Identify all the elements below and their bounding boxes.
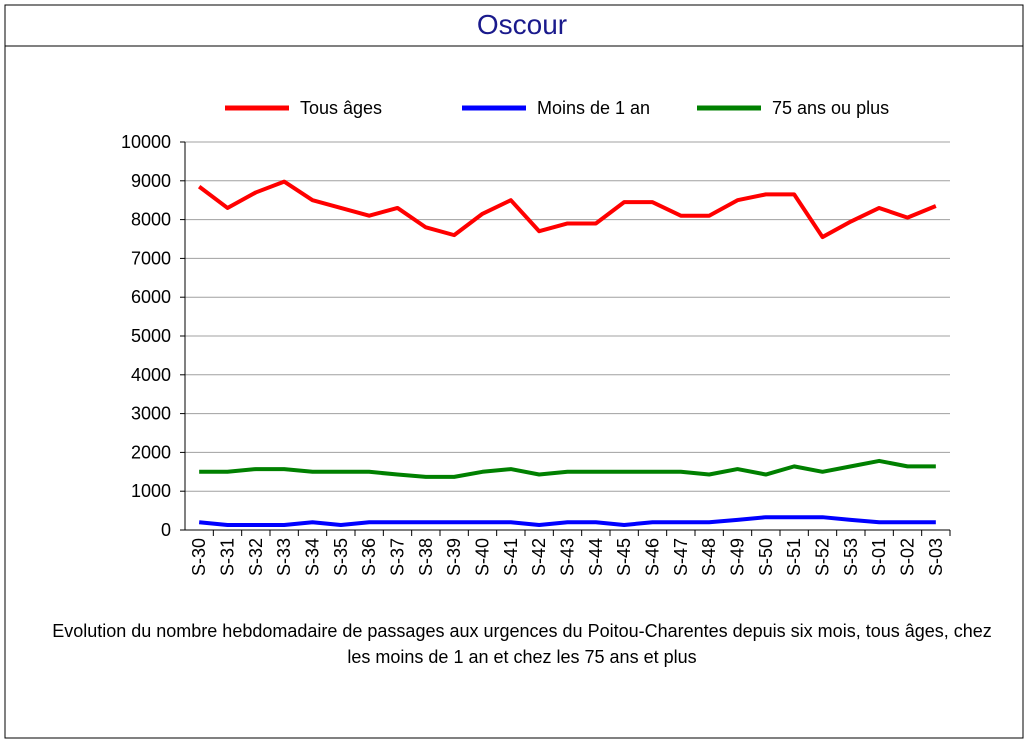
x-tick-label: S-42 xyxy=(529,538,549,576)
x-tick-label: S-51 xyxy=(784,538,804,576)
x-tick-label: S-41 xyxy=(501,538,521,576)
x-tick-label: S-02 xyxy=(898,538,918,576)
y-tick-label: 0 xyxy=(161,520,171,540)
y-tick-label: 1000 xyxy=(131,481,171,501)
x-tick-label: S-45 xyxy=(614,538,634,576)
chart-title: Oscour xyxy=(477,9,567,40)
caption: Evolution du nombre hebdomadaire de pass… xyxy=(52,621,992,667)
x-tick-label: S-48 xyxy=(699,538,719,576)
x-tick-label: S-53 xyxy=(841,538,861,576)
y-tick-label: 8000 xyxy=(131,210,171,230)
x-tick-label: S-39 xyxy=(444,538,464,576)
x-tick-label: S-52 xyxy=(813,538,833,576)
x-tick-label: S-33 xyxy=(274,538,294,576)
y-tick-label: 10000 xyxy=(121,132,171,152)
y-tick-label: 2000 xyxy=(131,442,171,462)
x-tick-label: S-44 xyxy=(586,538,606,576)
frame xyxy=(4,4,1024,739)
x-tick-label: S-36 xyxy=(359,538,379,576)
legend-label: 75 ans ou plus xyxy=(772,98,889,118)
x-tick-label: S-01 xyxy=(869,538,889,576)
y-tick-label: 9000 xyxy=(131,171,171,191)
x-tick-label: S-47 xyxy=(671,538,691,576)
x-tick-label: S-43 xyxy=(558,538,578,576)
x-tick-label: S-40 xyxy=(473,538,493,576)
y-tick-label: 7000 xyxy=(131,248,171,268)
y-tick-label: 5000 xyxy=(131,326,171,346)
x-tick-label: S-03 xyxy=(926,538,946,576)
y-tick-label: 6000 xyxy=(131,287,171,307)
legend-label: Tous âges xyxy=(300,98,382,118)
x-tick-label: S-32 xyxy=(246,538,266,576)
x-tick-label: S-34 xyxy=(303,538,323,576)
x-tick-label: S-50 xyxy=(756,538,776,576)
y-tick-label: 4000 xyxy=(131,365,171,385)
series-line xyxy=(197,179,937,240)
x-tick-label: S-49 xyxy=(728,538,748,576)
x-tick-label: S-46 xyxy=(643,538,663,576)
series-line xyxy=(198,515,936,527)
legend-label: Moins de 1 an xyxy=(537,98,650,118)
x-tick-label: S-38 xyxy=(416,538,436,576)
y-tick-label: 3000 xyxy=(131,404,171,424)
x-tick-label: S-35 xyxy=(331,538,351,576)
x-tick-label: S-31 xyxy=(218,538,238,576)
series-line xyxy=(199,458,936,479)
x-tick-label: S-30 xyxy=(189,538,209,576)
x-tick-label: S-37 xyxy=(388,538,408,576)
